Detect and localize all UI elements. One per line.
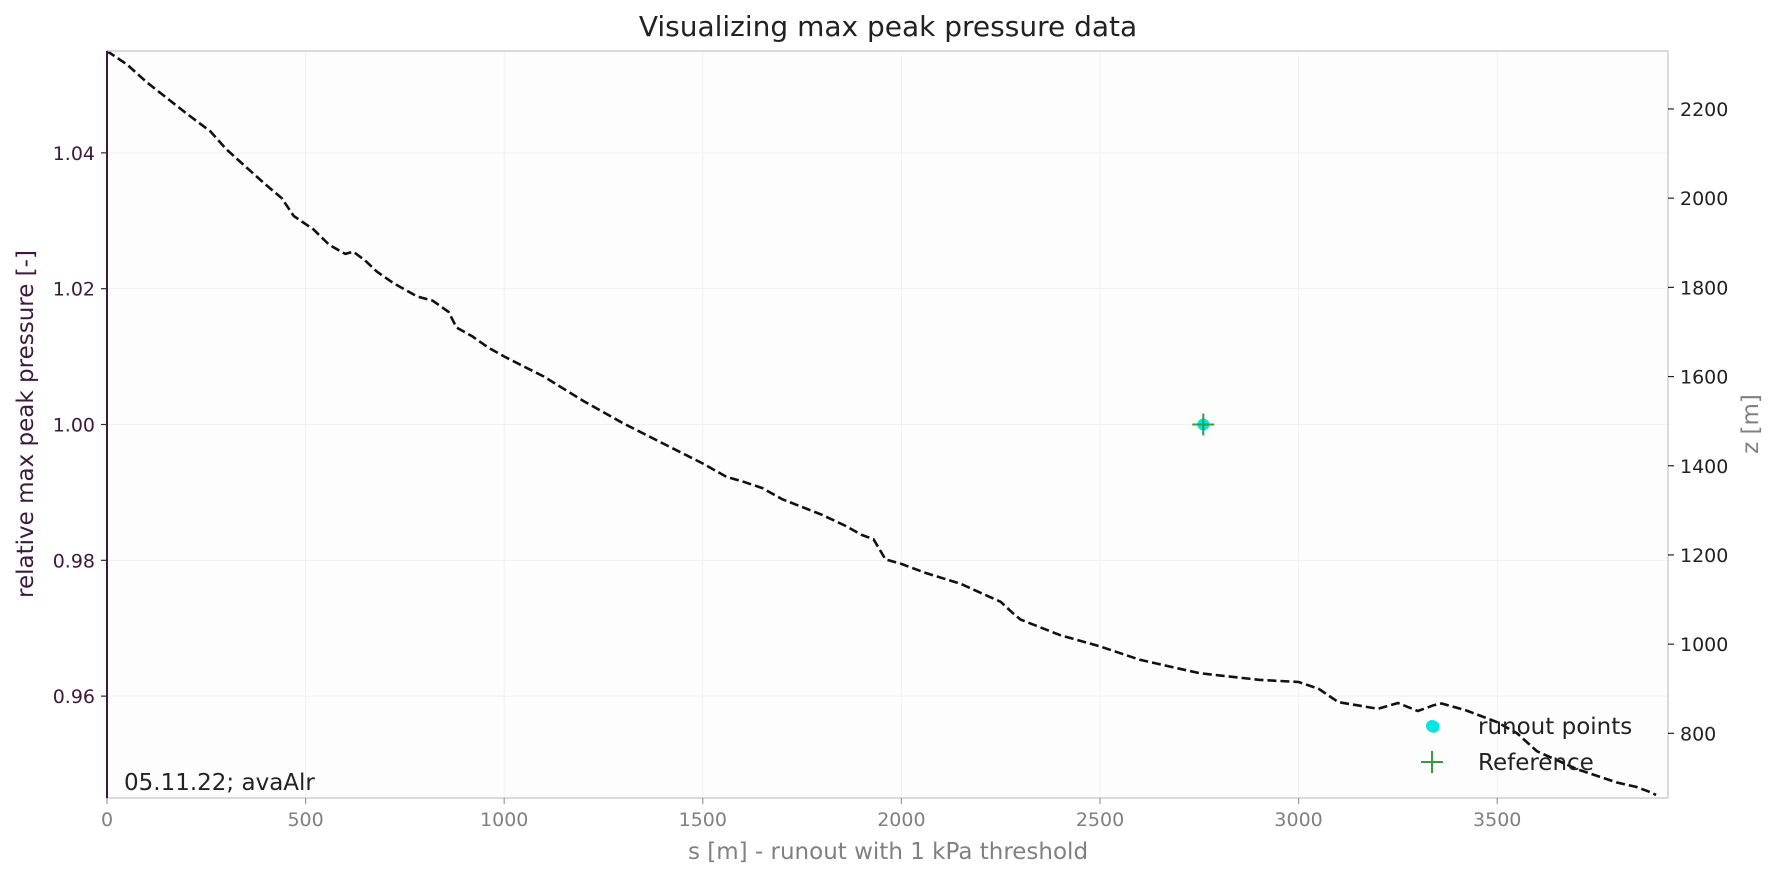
y-axis-left-label: relative max peak pressure [-] — [13, 250, 39, 598]
y-right-tick-label-3: 1400 — [1680, 456, 1728, 478]
legend: runout points Reference — [1421, 714, 1632, 776]
y-right-tick-label-1: 1000 — [1680, 634, 1728, 656]
y-left-tick-label-1: 0.98 — [53, 550, 95, 572]
legend-runout-marker — [1426, 720, 1438, 732]
y-axis-right-label: z [m] — [1738, 394, 1764, 454]
ticks: 0 500 1000 1500 2000 2500 3000 3500 0.96 0.98 1.00… — [53, 99, 1729, 831]
profile-line — [106, 49, 1657, 797]
x-tick-label-6: 3000 — [1274, 809, 1322, 831]
profile-layer — [106, 49, 1657, 797]
x-tick-label-0: 0 — [101, 809, 113, 831]
y-left-tick-label-3: 1.02 — [53, 279, 95, 301]
y-right-tick-label-6: 2000 — [1680, 188, 1728, 210]
y-right-tick-label-7: 2200 — [1680, 99, 1728, 121]
annotation-text: 05.11.22; avaAlr — [124, 770, 315, 796]
x-axis-label: s [m] - runout with 1 kPa threshold — [688, 839, 1088, 865]
x-tick-label-5: 2500 — [1076, 809, 1124, 831]
y-right-tick-label-2: 1200 — [1680, 545, 1728, 567]
x-tick-label-7: 3500 — [1473, 809, 1521, 831]
chart-title: Visualizing max peak pressure data — [639, 10, 1137, 43]
y-right-tick-label-0: 800 — [1680, 723, 1716, 745]
x-tick-label-1: 500 — [287, 809, 323, 831]
y-left-tick-label-4: 1.04 — [53, 143, 95, 165]
legend-reference-label: Reference — [1478, 750, 1594, 776]
legend-runout-label: runout points — [1478, 714, 1632, 740]
x-tick-label-3: 1500 — [679, 809, 727, 831]
y-left-tick-label-0: 0.96 — [53, 686, 95, 708]
x-tick-label-2: 1000 — [480, 809, 528, 831]
x-tick-label-4: 2000 — [877, 809, 925, 831]
y-left-tick-label-2: 1.00 — [53, 415, 95, 437]
y-right-tick-label-5: 1800 — [1680, 277, 1728, 299]
y-right-tick-label-4: 1600 — [1680, 367, 1728, 389]
